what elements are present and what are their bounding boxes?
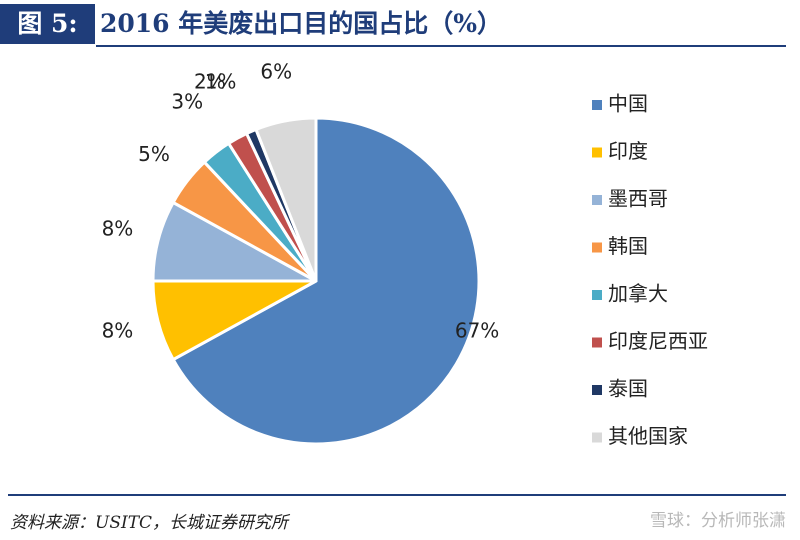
legend-swatch <box>592 195 602 205</box>
legend-label: 加拿大 <box>608 282 668 306</box>
legend-label: 印度尼西亚 <box>608 329 708 353</box>
data-label: 8% <box>102 318 134 342</box>
pie-slices <box>151 116 481 446</box>
watermark-text: 雪球：分析师张潇 <box>650 511 786 531</box>
legend-label: 泰国 <box>608 377 648 401</box>
data-label: 8% <box>102 217 134 241</box>
legend-label: 其他国家 <box>608 424 688 448</box>
header-rule <box>96 45 786 47</box>
legend-swatch <box>592 337 602 348</box>
pie-data-labels: 67% 8% 8% 5% 3%2%1% 6% <box>102 60 500 342</box>
legend-swatch <box>592 432 602 443</box>
source-note: 资料来源：USITC，长城证券研究所 <box>10 513 289 533</box>
figure-header: 图 5: 2016 年美废出口目的国占比（%） <box>0 0 800 50</box>
legend-swatch <box>592 290 602 300</box>
data-label: 5% <box>138 142 170 166</box>
legend-swatch <box>592 100 602 110</box>
data-label: 2% <box>194 70 226 94</box>
data-label: 1% <box>205 69 237 93</box>
data-label: 6% <box>260 60 292 83</box>
legend-label: 印度 <box>608 139 648 163</box>
legend-swatch <box>592 147 602 158</box>
pie-slice <box>254 116 318 282</box>
data-label: 3% <box>171 90 203 114</box>
pie-slice <box>171 116 481 446</box>
legend-label: 墨西哥 <box>608 187 668 211</box>
pie-chart: 67% 8% 8% 5% 3%2%1% 6% 中国印度墨西哥韩国加拿大印度尼西亚泰国其他国… <box>102 60 708 448</box>
footer-rule <box>8 494 786 496</box>
data-label: 67% <box>455 318 499 342</box>
figure-label: 图 5: <box>0 4 95 44</box>
legend-swatch <box>592 242 602 253</box>
figure-title: 2016 年美废出口目的国占比（%） <box>100 9 503 38</box>
legend-swatch <box>592 385 602 395</box>
legend-label: 韩国 <box>608 234 648 258</box>
legend-label: 中国 <box>608 92 648 116</box>
